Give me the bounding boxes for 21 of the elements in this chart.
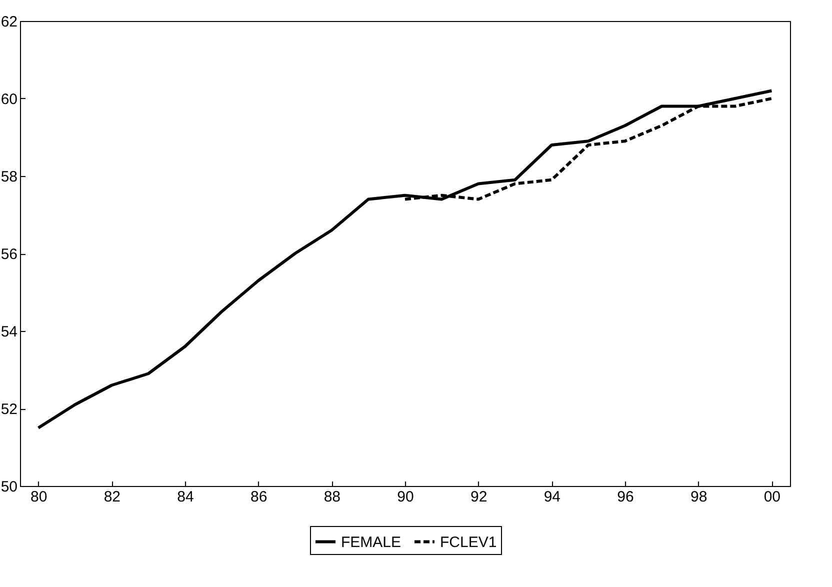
x-tick-label: 80 <box>30 488 48 506</box>
x-tick-label: 92 <box>470 488 488 506</box>
y-tick-label: 56 <box>0 246 18 263</box>
y-tick-label: 52 <box>0 401 18 418</box>
y-tick-label: 54 <box>0 324 18 340</box>
y-tick-label: 58 <box>0 168 18 186</box>
x-tick-label: 82 <box>104 488 121 506</box>
y-tick-label: 50 <box>0 478 18 496</box>
legend-label: FEMALE <box>341 534 402 551</box>
y-tick-label: 62 <box>0 14 18 30</box>
x-tick-label: 88 <box>324 488 341 506</box>
legend-label: FCLEV1 <box>440 534 497 551</box>
x-tick-label: 90 <box>397 488 414 506</box>
x-tick-label: 96 <box>617 488 634 506</box>
x-tick-label: 86 <box>250 488 268 506</box>
x-tick-label: 98 <box>690 488 708 506</box>
x-tick-label: 94 <box>544 488 561 506</box>
x-tick-label: 00 <box>764 488 781 506</box>
x-tick-label: 84 <box>177 488 194 506</box>
line-series <box>36 89 774 430</box>
y-tick-label: 60 <box>0 91 18 108</box>
